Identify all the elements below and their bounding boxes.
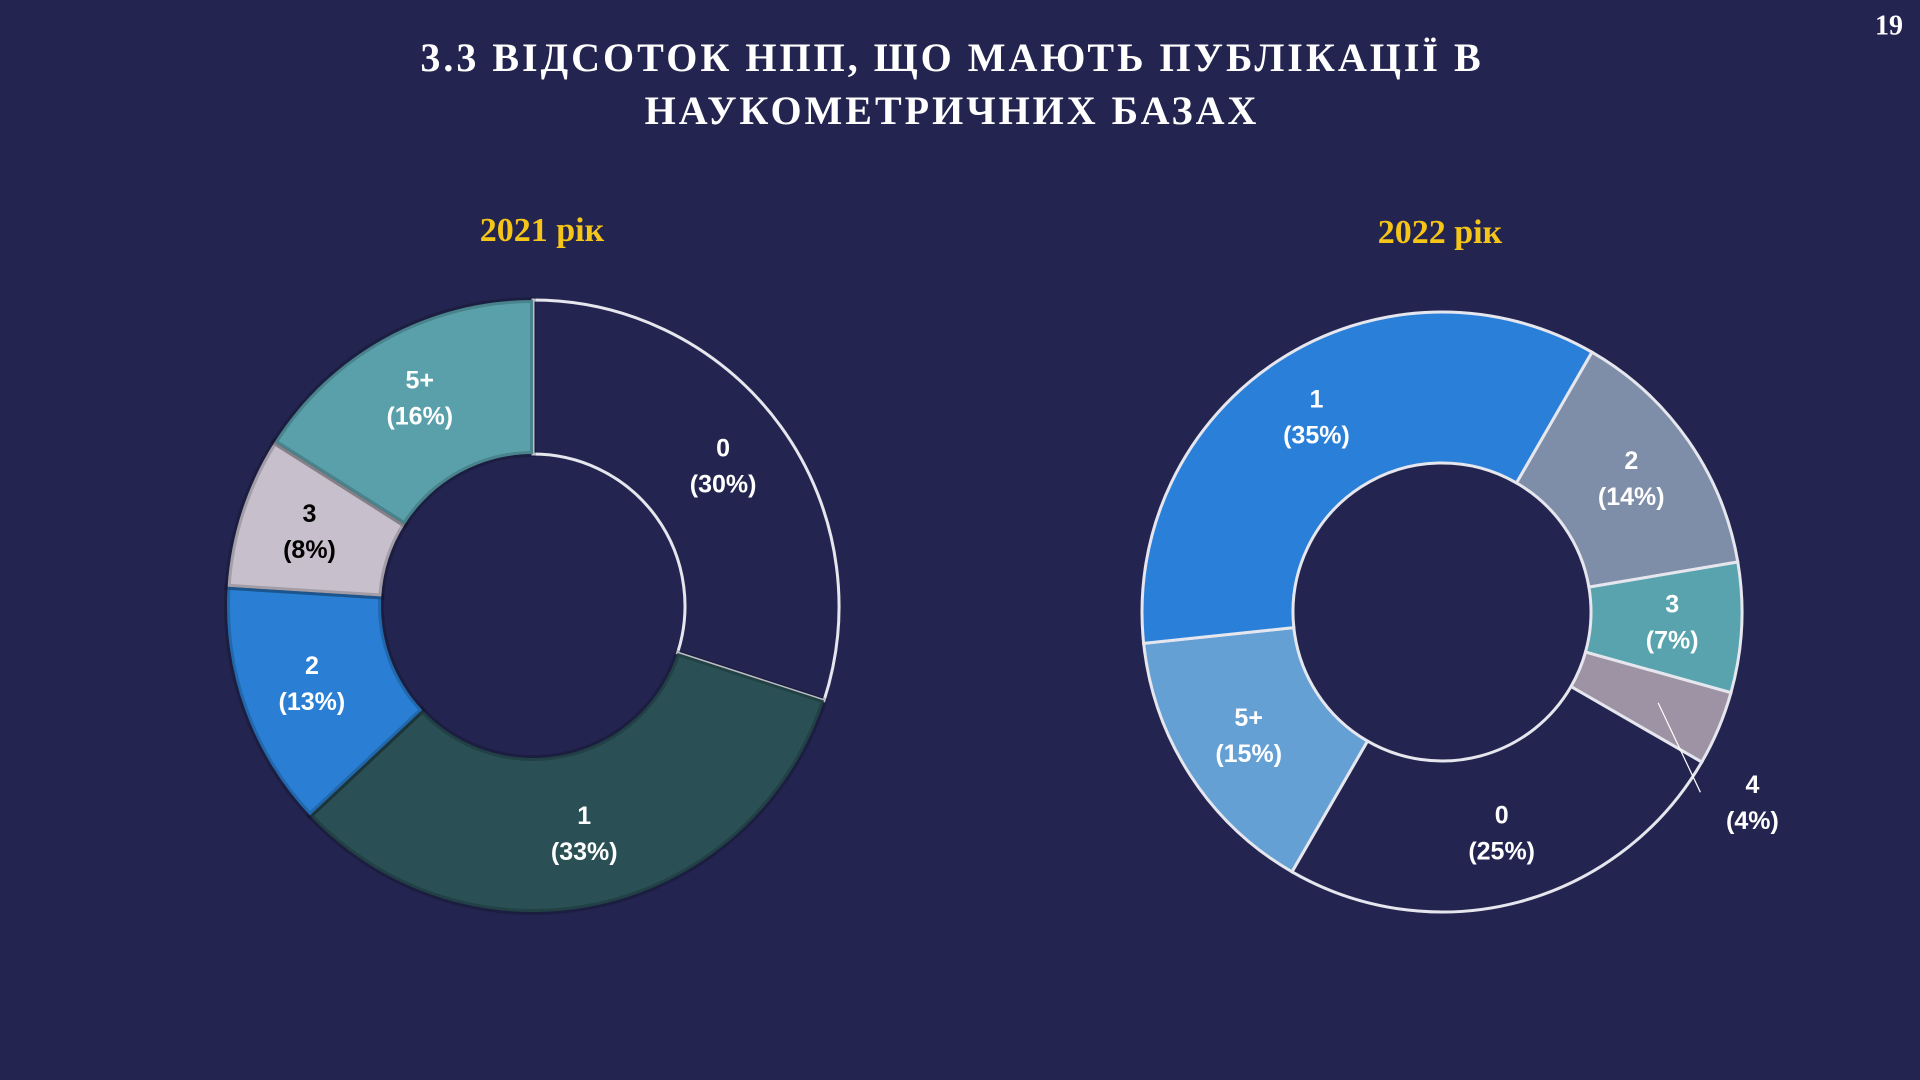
category-label: 4 <box>1745 771 1759 799</box>
donut-segment <box>224 437 409 600</box>
value-label: (13%) <box>279 688 346 716</box>
category-label: 2 <box>1624 447 1638 475</box>
donut-segment <box>1289 684 1704 914</box>
value-label: (35%) <box>1283 421 1350 449</box>
category-label: 0 <box>716 434 730 462</box>
value-label: (15%) <box>1215 740 1282 768</box>
category-label: 0 <box>1495 801 1509 829</box>
donut-segment <box>224 583 427 820</box>
value-label: (33%) <box>551 838 618 866</box>
value-label: (8%) <box>283 536 336 564</box>
value-label: (14%) <box>1598 483 1665 511</box>
category-label: 5+ <box>406 367 435 395</box>
slide-title: НАУКОМЕТРИЧНИХ БАЗАХ <box>645 88 1260 133</box>
donut-segment <box>270 296 536 529</box>
value-label: (7%) <box>1646 627 1699 655</box>
category-label: 2 <box>305 652 319 680</box>
value-label: (30%) <box>690 470 757 498</box>
donut-segment <box>531 298 841 703</box>
donut-segment <box>1514 350 1740 589</box>
donut-segment <box>305 649 828 915</box>
category-label: 3 <box>303 500 317 528</box>
chart-title: 2022 рік <box>1378 214 1503 251</box>
category-label: 1 <box>1310 385 1324 413</box>
value-label: (4%) <box>1726 807 1779 835</box>
category-label: 5+ <box>1234 704 1263 732</box>
donut-segment <box>1140 310 1595 646</box>
value-label: (25%) <box>1468 837 1535 865</box>
donut-segment <box>1568 650 1733 765</box>
category-label: 3 <box>1665 591 1679 619</box>
chart-title: 2021 рік <box>480 212 605 249</box>
donut-segment <box>1141 625 1370 874</box>
leader-line <box>1657 702 1701 793</box>
page-number: 19 <box>1875 10 1903 41</box>
category-label: 1 <box>577 802 591 830</box>
value-label: (16%) <box>386 403 453 431</box>
slide-title: 3.3 ВІДСОТОК НПП, ЩО МАЮТЬ ПУБЛІКАЦІЇ В <box>420 35 1483 80</box>
